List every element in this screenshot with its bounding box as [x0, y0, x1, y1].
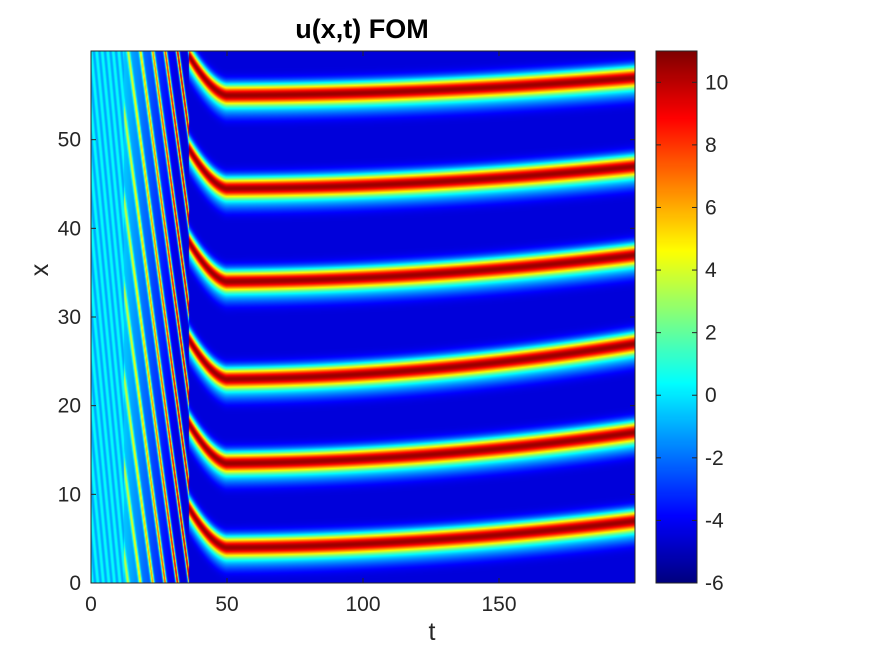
y-tick-label: 0	[69, 572, 81, 595]
chart-title: u(x,t) FOM	[295, 14, 428, 44]
y-axis: 0 10 20 30 40 50	[58, 129, 635, 595]
x-tick-label: 100	[345, 593, 380, 616]
colorbar: -6 -4 -2 0 2 4 6 8 10	[655, 50, 728, 595]
colorbar-tick-label: -2	[705, 447, 724, 470]
heatmap-field-container	[91, 51, 635, 583]
x-tick-label: 150	[481, 593, 516, 616]
x-axis: 0 50 100 150	[85, 51, 517, 616]
colorbar-tick-label: 2	[705, 322, 717, 345]
colorbar-tick-label: 8	[705, 134, 717, 157]
colorbar-tick-label: 6	[705, 196, 717, 219]
colorbar-gradient	[656, 51, 697, 583]
y-tick-label: 10	[58, 483, 81, 506]
x-tick-label: 50	[215, 593, 238, 616]
colorbar-tick-label: 10	[705, 71, 728, 94]
colorbar-frame	[655, 50, 698, 584]
colorbar-tick-label: -6	[705, 572, 724, 595]
colorbar-tick-label: -4	[705, 509, 724, 532]
y-tick-label: 30	[58, 306, 81, 329]
plot-area	[90, 50, 636, 584]
x-axis-label: t	[429, 618, 436, 646]
y-tick-label: 50	[58, 129, 81, 152]
colorbar-tick-label: 0	[705, 384, 717, 407]
colorbar-gradient-container	[656, 51, 697, 583]
colorbar-tick-label: 4	[705, 259, 717, 282]
y-tick-label: 40	[58, 217, 81, 240]
x-tick-label: 0	[85, 593, 97, 616]
colorbar-ticks: -6 -4 -2 0 2 4 6 8 10	[656, 71, 728, 595]
y-axis-label: x	[26, 263, 54, 276]
y-tick-label: 20	[58, 395, 81, 418]
heatmap-field	[91, 51, 635, 583]
